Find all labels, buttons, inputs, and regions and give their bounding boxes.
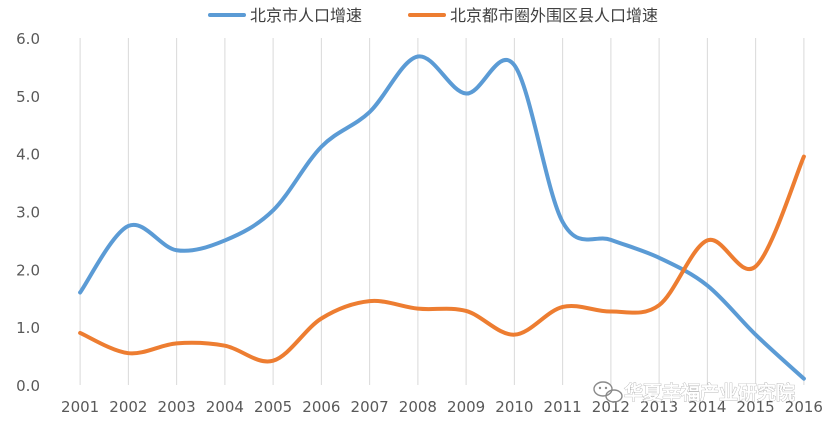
x-tick-label: 2012 [592,398,630,416]
x-tick-label: 2010 [495,398,533,416]
legend: 北京市人口增速 北京都市圈外围区县人口增速 [208,6,658,25]
x-tick-label: 2003 [158,398,196,416]
x-axis: 2001 2002 2003 2004 2005 2006 2007 2008 2009 2010… [61,398,823,416]
x-tick-label: 2008 [399,398,437,416]
x-tick-label: 2005 [254,398,292,416]
y-tick-label: 6.0 [16,30,40,48]
x-tick-label: 2001 [61,398,99,416]
legend-label-beijing: 北京市人口增速 [250,6,362,25]
x-tick-label: 2006 [302,398,340,416]
x-tick-label: 2011 [544,398,582,416]
x-tick-label: 2007 [351,398,389,416]
y-tick-label: 1.0 [16,319,40,337]
y-axis: 0.0 1.0 2.0 3.0 4.0 5.0 6.0 [16,30,40,395]
legend-label-outer-counties: 北京都市圈外围区县人口增速 [450,6,658,25]
watermark: 华夏幸福产业研究院 [593,381,795,404]
y-tick-label: 2.0 [16,261,40,279]
x-tick-label: 2015 [737,398,775,416]
series-line-1 [78,154,806,364]
x-tick-label: 2013 [640,398,678,416]
watermark-text: 华夏幸福产业研究院 [624,381,795,404]
x-tick-label: 2002 [109,398,147,416]
series-line-0 [78,54,806,381]
y-tick-label: 3.0 [16,204,40,222]
wechat-icon [593,381,623,403]
y-tick-label: 0.0 [16,377,40,395]
gridlines [79,38,805,385]
x-tick-label: 2014 [688,398,726,416]
series-lines [78,54,806,381]
x-tick-label: 2016 [785,398,823,416]
y-tick-label: 5.0 [16,88,40,106]
x-tick-label: 2009 [447,398,485,416]
y-tick-label: 4.0 [16,146,40,164]
x-tick-label: 2004 [206,398,244,416]
